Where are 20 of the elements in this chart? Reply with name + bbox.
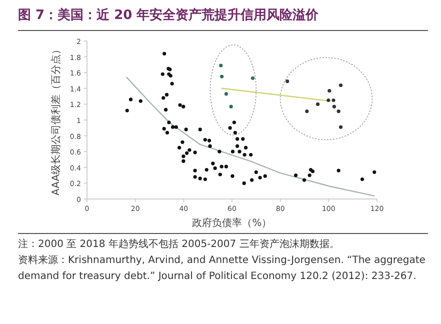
point <box>286 79 290 84</box>
point <box>338 83 343 88</box>
x-axis-title: 政府负债率（%） <box>192 217 272 229</box>
point <box>220 74 224 78</box>
point <box>332 98 336 102</box>
chart-title: 图 7：美国：近 20 年安全资产荒提升信用风险溢价 <box>18 6 319 24</box>
point <box>338 125 343 129</box>
point <box>250 76 255 80</box>
point <box>316 102 320 106</box>
point <box>332 104 336 108</box>
point <box>224 92 228 96</box>
point <box>336 110 340 114</box>
text: 注：2000 至 2018 年趋势线不包括 2005-2007 三年资产泡沫期数据。 <box>18 238 340 252</box>
text: 资料来源：Krishnamurthy, Arvind, and Annette Vissing-Jorgensen. “The aggregate demand for treasury debt.” Journal of Political Economy 120.2 (2012): 233-267. <box>18 254 426 284</box>
point <box>229 104 233 108</box>
point <box>326 98 330 102</box>
point <box>328 88 332 93</box>
point <box>219 64 223 68</box>
point <box>305 110 309 114</box>
y-axis-title: AAA级长期公司债利差（百分点） <box>50 44 62 196</box>
